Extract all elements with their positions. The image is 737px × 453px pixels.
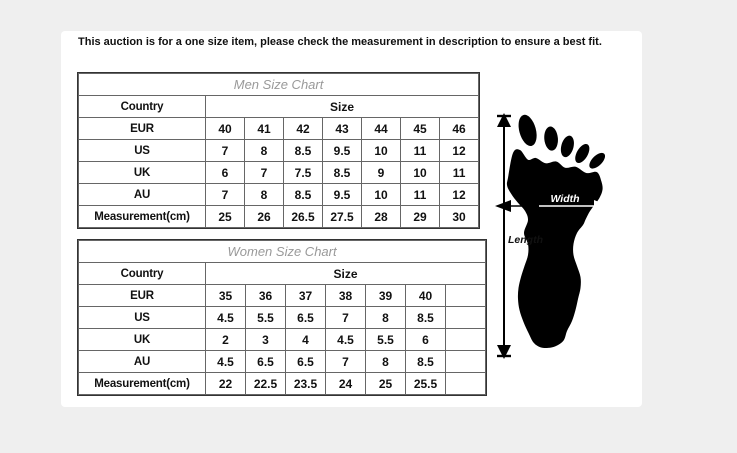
svg-text:Width: Width	[550, 193, 579, 205]
svg-text:Length: Length	[508, 234, 543, 246]
